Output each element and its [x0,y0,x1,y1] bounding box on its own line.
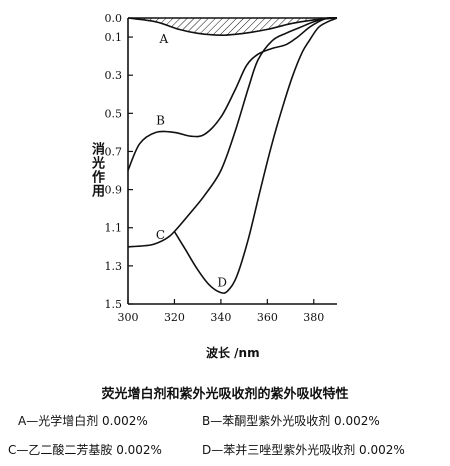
y-tick-label: 1.5 [105,298,123,311]
x-tick-label: 300 [118,311,139,324]
y-tick-label: 0.0 [105,12,123,25]
y-tick-label: 0.5 [105,107,123,120]
y-tick-label: 0.1 [105,31,123,44]
x-tick-label: 320 [164,311,185,324]
series-line-a [127,17,338,37]
x-tick-label: 340 [210,311,231,324]
chart-caption: 荧光增白剂和紫外光吸收剂的紫外吸收特性 [101,387,349,402]
series-label-d: D [217,276,227,290]
hatched-region [128,18,337,36]
series-line-c [127,16,338,248]
y-tick-label: 0.7 [105,145,123,158]
legend-item-d: D—苯并三唑型紫外光吸收剂 0.002% [202,443,405,457]
series-label-c: C [156,228,165,242]
x-axis-label: 波长 /nm [206,346,260,360]
x-tick-label: 380 [303,311,324,324]
series-label-b: B [156,113,165,127]
series-label-a: A [159,32,169,46]
plot-area: A B C D [127,16,338,305]
x-tick-label: 360 [257,311,278,324]
legend-item-a: A—光学增白剂 0.002% [18,414,148,428]
legend-item-b: B—苯酮型紫外光吸收剂 0.002% [202,414,380,428]
y-tick-label: 1.3 [105,260,123,273]
y-tick-label: 1.1 [105,222,123,235]
series-line-d [173,17,338,294]
y-tick-label: 0.9 [105,184,123,197]
y-tick-label: 0.3 [105,69,123,82]
y-axis-label: 消光作用 [89,142,104,198]
legend-item-c: C—乙二酸二芳基胺 0.002% [8,443,162,457]
series-line-b [127,16,338,171]
